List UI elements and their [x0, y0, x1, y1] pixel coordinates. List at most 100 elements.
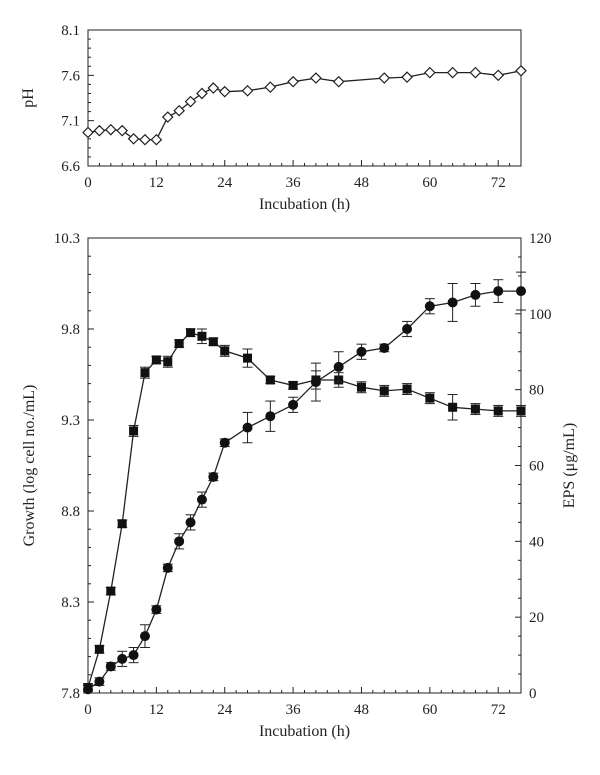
y2-tick-label: 0	[529, 686, 537, 702]
data-point	[128, 650, 139, 661]
x-tick-label: 12	[149, 702, 164, 718]
data-point	[470, 289, 481, 300]
data-point	[104, 123, 117, 136]
x-tick-label: 24	[217, 175, 233, 191]
data-point	[140, 368, 150, 378]
data-point	[94, 676, 105, 687]
data-point	[218, 85, 231, 98]
x-axis-title: Incubation (h)	[259, 196, 350, 213]
series-0	[82, 64, 527, 146]
data-point	[264, 81, 277, 93]
data-point	[356, 346, 367, 357]
data-point	[219, 437, 230, 448]
x-tick-label: 24	[217, 702, 233, 718]
data-point	[515, 64, 527, 77]
data-point	[208, 337, 218, 347]
data-point	[243, 353, 253, 363]
data-point	[184, 95, 197, 108]
data-point	[516, 286, 526, 297]
series-line	[87, 70, 522, 141]
data-point	[117, 519, 127, 529]
data-point	[161, 111, 174, 123]
data-point	[197, 331, 207, 341]
data-point	[83, 684, 93, 695]
plot-frame	[87, 237, 522, 694]
y-tick-label: 9.8	[61, 322, 80, 338]
y2-tick-label: 80	[529, 383, 544, 399]
data-point	[174, 339, 184, 349]
data-point	[470, 404, 480, 414]
data-point	[196, 87, 208, 100]
data-point	[196, 494, 207, 505]
data-point	[116, 124, 129, 137]
y-tick-label: 8.1	[61, 23, 80, 39]
series-0	[83, 328, 526, 693]
data-point	[424, 301, 435, 312]
data-point	[516, 406, 526, 416]
data-point	[356, 382, 366, 392]
data-point	[288, 380, 298, 390]
data-point	[208, 471, 219, 482]
data-point	[139, 631, 150, 642]
data-point	[332, 75, 345, 88]
y-tick-label: 10.3	[54, 231, 80, 247]
data-point	[448, 402, 458, 412]
data-point	[288, 399, 299, 410]
x-axis-title: Incubation (h)	[259, 723, 350, 740]
y-tick-label: 9.3	[61, 413, 80, 429]
data-point	[186, 328, 196, 338]
x-tick-label: 48	[354, 702, 369, 718]
y-axis-title: pH	[20, 88, 37, 108]
y-tick-label: 8.8	[61, 504, 80, 520]
data-point	[492, 69, 505, 82]
data-point	[379, 386, 389, 396]
data-point	[220, 346, 230, 356]
y2-tick-label: 100	[529, 307, 552, 323]
x-tick-label: 36	[286, 175, 302, 191]
data-point	[117, 653, 128, 664]
y2-tick-label: 120	[529, 231, 552, 247]
data-point	[402, 384, 412, 394]
data-point	[151, 355, 161, 365]
x-tick-label: 60	[422, 175, 437, 191]
y-tick-label: 8.3	[61, 595, 80, 611]
data-point	[493, 286, 504, 297]
data-point	[379, 342, 390, 353]
data-point	[265, 375, 275, 385]
data-point	[493, 406, 503, 416]
y-axis-title: Growth (log cell no./mL)	[21, 385, 38, 547]
data-point	[287, 75, 299, 88]
x-tick-label: 60	[422, 702, 437, 718]
plot-frame	[87, 29, 522, 167]
x-tick-label: 48	[354, 175, 369, 191]
y2-tick-label: 20	[529, 610, 544, 626]
data-point	[162, 562, 173, 573]
y2-axis-title: EPS (μg/mL)	[561, 423, 578, 508]
data-point	[446, 66, 459, 79]
data-point	[173, 104, 186, 117]
y2-tick-label: 60	[529, 459, 544, 475]
data-point	[94, 644, 104, 654]
growth-eps-chart: 0 12 24 36 48 60 72 7.8 8.3 8.8 9.3 9.8 10.3 0 20 40 60 8…	[21, 231, 578, 740]
y2-tick-label: 40	[529, 534, 544, 550]
series-line	[87, 290, 521, 690]
data-point	[139, 133, 151, 146]
data-point	[241, 84, 254, 97]
data-point	[333, 361, 344, 372]
data-point	[402, 324, 413, 334]
data-point	[106, 586, 116, 596]
data-point	[82, 126, 94, 139]
data-point	[423, 66, 436, 79]
data-point	[163, 357, 173, 367]
series-1	[83, 271, 526, 695]
x-tick-label: 36	[286, 702, 302, 718]
data-point	[150, 133, 163, 146]
data-point	[207, 82, 220, 94]
data-point	[151, 604, 162, 615]
x-tick-label: 0	[84, 702, 92, 718]
data-point	[447, 297, 458, 308]
data-point	[129, 426, 139, 436]
x-tick-label: 72	[491, 175, 506, 191]
